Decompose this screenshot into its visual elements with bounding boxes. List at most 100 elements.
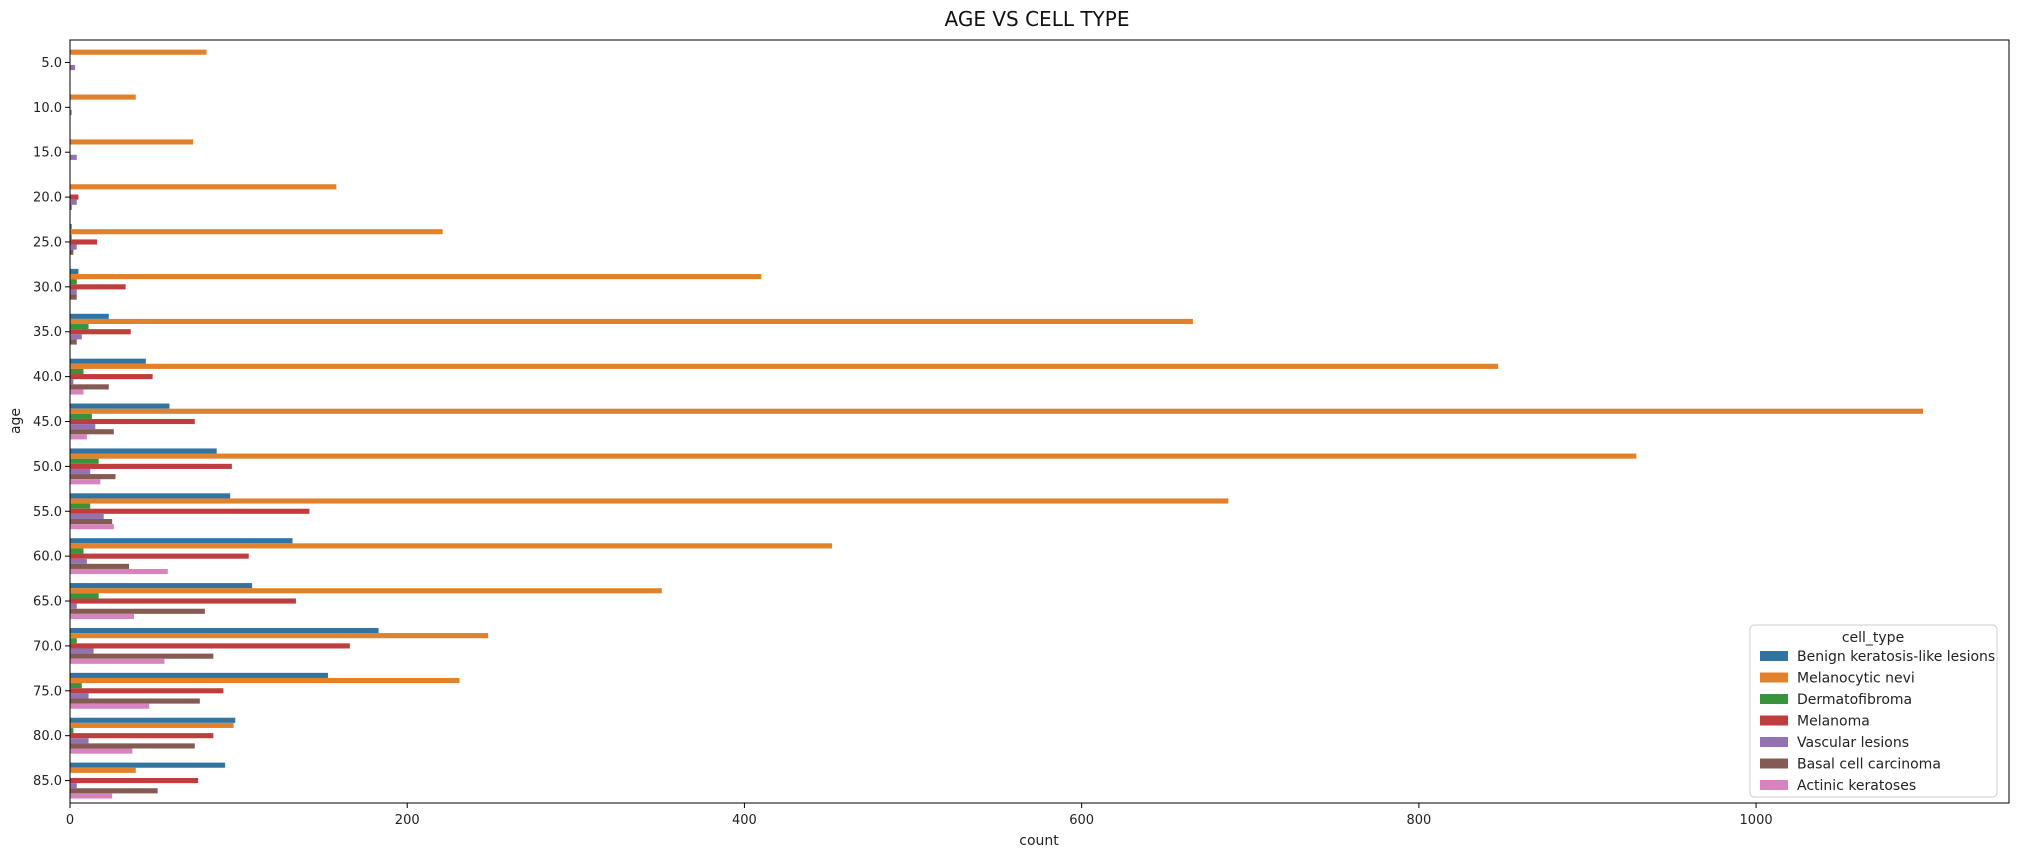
y-tick-label: 80.0 — [33, 729, 62, 744]
legend-swatch — [1760, 737, 1788, 747]
bar — [70, 424, 96, 430]
bar — [70, 279, 77, 285]
y-tick-label: 20.0 — [33, 191, 62, 206]
x-axis: 0 200 400 600 800 1000 — [66, 803, 1773, 828]
y-tick-label: 70.0 — [33, 639, 62, 654]
bar — [70, 777, 199, 784]
y-tick-label: 15.0 — [33, 146, 62, 161]
legend-label: Melanoma — [1797, 714, 1870, 730]
legend[interactable]: cell_type Benign keratosis-like lesions M… — [1749, 624, 1998, 798]
bar — [70, 658, 165, 664]
bar — [70, 403, 170, 409]
bar — [70, 413, 92, 419]
bar — [70, 767, 136, 773]
bar — [70, 49, 207, 55]
bar — [70, 479, 101, 485]
legend-title: cell_type — [1842, 630, 1904, 646]
y-axis: 5.0 10.0 15.0 20.0 25.0 30.0 35.0 40.0 45.0 50.0 5… — [33, 56, 70, 789]
y-tick-label: 35.0 — [33, 325, 62, 340]
bar — [70, 683, 82, 689]
bar — [70, 249, 74, 255]
bar — [70, 289, 77, 295]
x-tick-label: 1000 — [1740, 813, 1773, 828]
legend-label: Dermatofibroma — [1797, 692, 1912, 708]
bar — [70, 358, 146, 364]
legend-swatch — [1760, 758, 1788, 769]
y-axis-label: age — [8, 408, 24, 434]
legend-label: Actinic keratoses — [1797, 778, 1916, 794]
bar — [70, 204, 72, 210]
bar — [70, 733, 214, 739]
bar — [70, 588, 662, 594]
bar — [70, 313, 109, 319]
y-tick-label: 40.0 — [33, 370, 62, 385]
bar — [70, 643, 350, 649]
bar — [70, 374, 153, 380]
bar — [70, 693, 89, 699]
legend-swatch — [1760, 780, 1788, 790]
bar — [70, 274, 762, 280]
bar — [70, 339, 77, 345]
bar — [70, 722, 234, 728]
bar — [70, 239, 97, 245]
bar — [70, 598, 296, 604]
bar — [70, 553, 249, 559]
y-tick-label: 45.0 — [33, 415, 62, 430]
bar — [70, 727, 74, 734]
bar — [70, 633, 489, 639]
bar — [70, 463, 232, 469]
bar — [70, 738, 89, 744]
y-tick-label: 30.0 — [33, 280, 62, 295]
bar — [70, 672, 328, 678]
bar — [70, 368, 84, 375]
bar — [70, 498, 1229, 504]
bar — [70, 224, 72, 230]
bar — [70, 698, 200, 704]
bar — [70, 717, 236, 723]
y-tick-label: 65.0 — [33, 595, 62, 610]
bar — [70, 762, 226, 768]
bar — [70, 677, 460, 684]
bar — [70, 793, 113, 799]
chart-title: AGE VS CELL TYPE — [945, 7, 1130, 31]
y-tick-label: 60.0 — [33, 550, 62, 565]
legend-box — [1749, 624, 1998, 798]
legend-label: Benign keratosis-like lesions — [1797, 649, 1995, 665]
y-tick-label: 50.0 — [33, 460, 62, 475]
bar — [70, 613, 135, 619]
legend-swatch — [1760, 672, 1788, 683]
bar — [70, 139, 194, 145]
y-tick-label: 55.0 — [33, 505, 62, 520]
bar — [70, 229, 443, 235]
bar — [70, 508, 310, 514]
bar — [70, 294, 77, 300]
bar — [70, 154, 77, 160]
bar — [70, 458, 99, 464]
legend-label: Vascular lesions — [1797, 735, 1909, 751]
bar — [70, 493, 231, 499]
bar — [70, 568, 168, 575]
bar — [70, 583, 253, 589]
legend-items: Benign keratosis-like lesions Melanocytic… — [1760, 649, 1995, 794]
bar — [70, 194, 79, 200]
bar — [70, 783, 77, 789]
bar — [70, 648, 94, 654]
bar — [70, 284, 126, 290]
bar — [70, 109, 72, 116]
y-tick-label: 75.0 — [33, 684, 62, 699]
bar — [70, 324, 89, 330]
bar — [70, 653, 214, 659]
x-tick-label: 0 — [66, 813, 74, 828]
bar — [70, 703, 150, 709]
x-tick-label: 200 — [395, 813, 420, 828]
bar — [70, 379, 74, 385]
bar — [70, 748, 133, 754]
bars-layer — [70, 49, 1924, 799]
bar — [70, 608, 205, 614]
bar — [70, 543, 833, 549]
legend-label: Melanocytic nevi — [1797, 671, 1915, 687]
legend-swatch — [1760, 694, 1788, 704]
bar — [70, 434, 87, 440]
y-tick-label: 5.0 — [41, 56, 62, 71]
bar — [70, 474, 116, 480]
